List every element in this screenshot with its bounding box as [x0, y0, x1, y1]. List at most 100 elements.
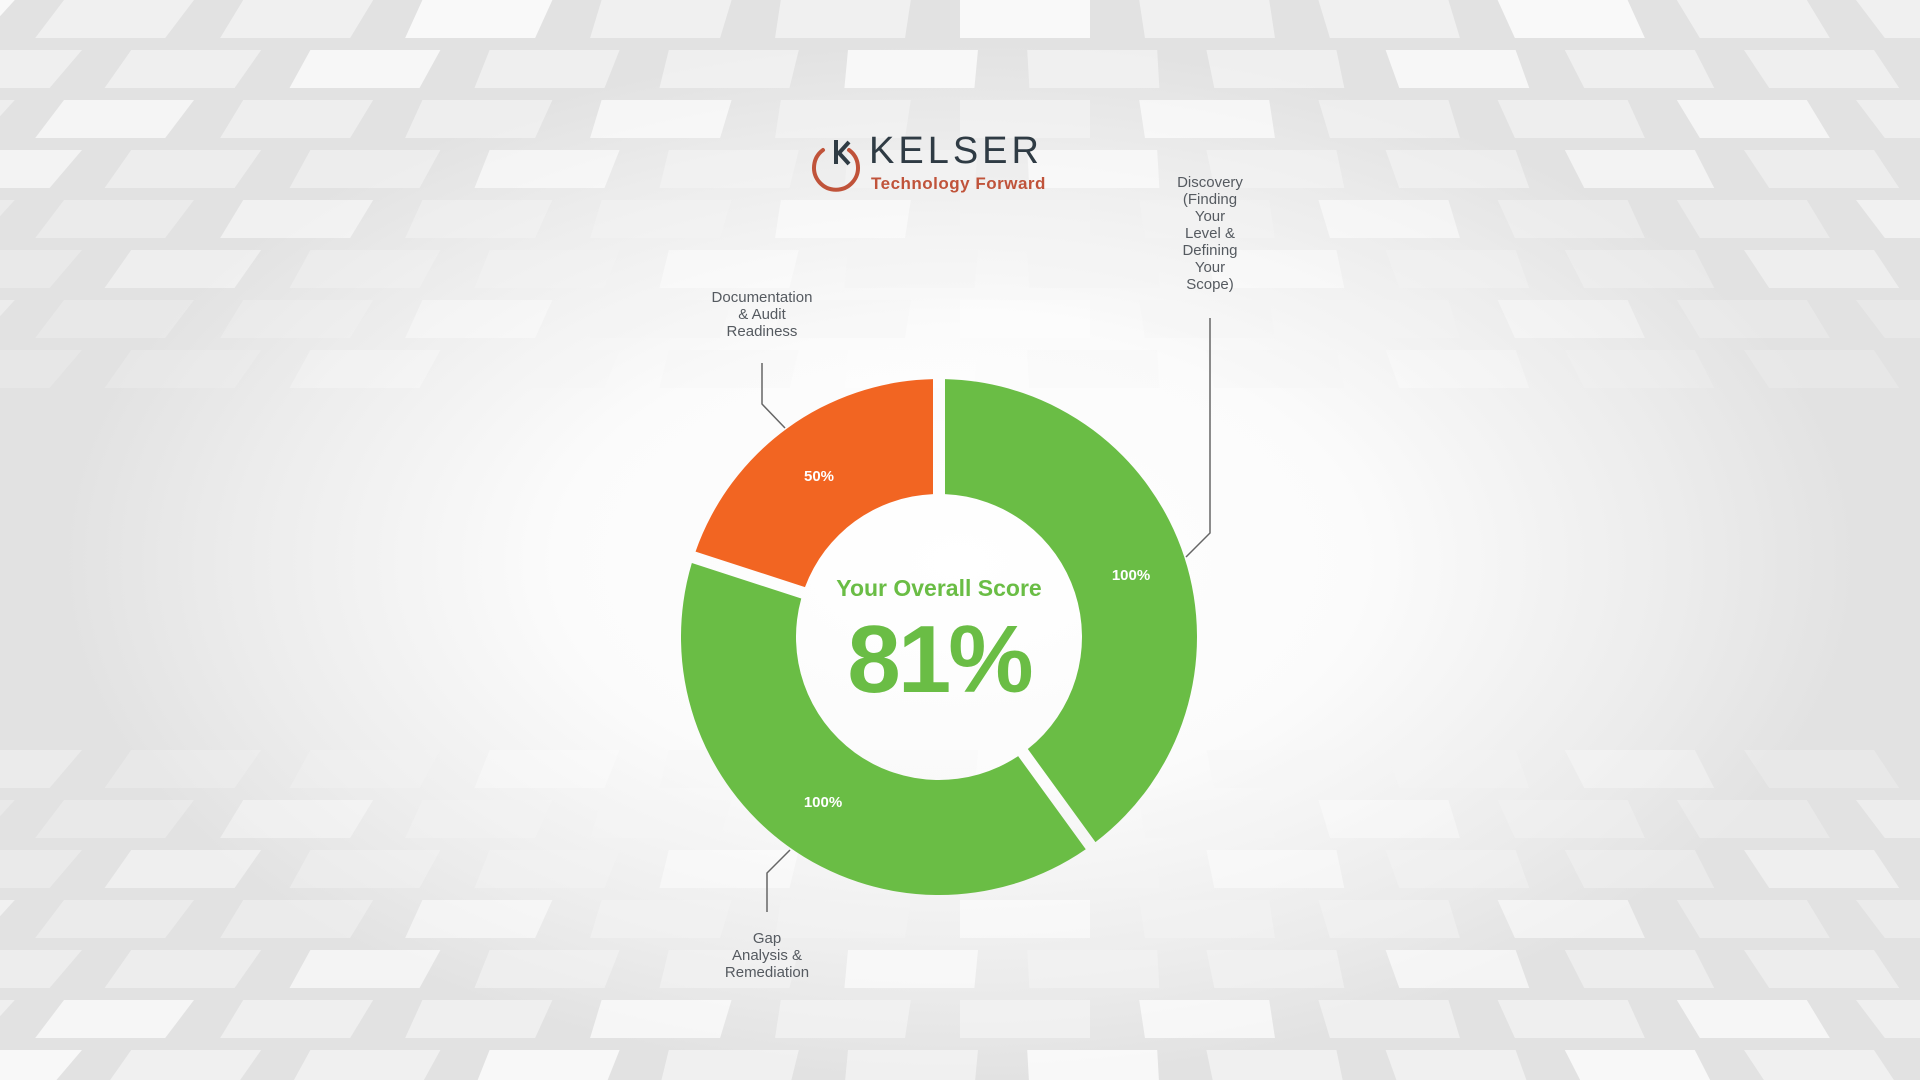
background-tile [844, 950, 978, 988]
background-tile [590, 1000, 732, 1038]
background-tile [1385, 850, 1530, 888]
background-tile [1497, 900, 1645, 938]
background-tile [1564, 250, 1715, 288]
background-tile [1206, 250, 1345, 288]
background-tile [405, 0, 553, 38]
background-tile [474, 150, 620, 188]
background-tile [1676, 1000, 1830, 1038]
background-tile [844, 150, 978, 188]
background-tile [1564, 350, 1715, 388]
background-tile [659, 950, 799, 988]
background-tile [659, 850, 799, 888]
background-tile [1139, 300, 1275, 338]
background-tile [1744, 850, 1900, 888]
background-tile [1139, 100, 1275, 138]
background-tile [220, 1000, 374, 1038]
background-tile [1139, 200, 1275, 238]
background-tile [289, 350, 441, 388]
background-tile [590, 100, 732, 138]
background-tile [775, 0, 911, 38]
background-tile [1385, 350, 1530, 388]
background-tile [0, 300, 15, 317]
slice-label-documentation: Documentation & Audit Readiness [711, 289, 813, 340]
brand-name: KELSER [869, 130, 1043, 172]
background-tile [289, 250, 441, 288]
background-tile [104, 250, 262, 288]
slice-value-discovery: 100% [1112, 567, 1150, 584]
background-tile [1676, 200, 1830, 238]
background-tile [1744, 1050, 1894, 1080]
background-tile [1027, 350, 1160, 388]
background-tile [1385, 250, 1530, 288]
background-tile [289, 850, 441, 888]
kelser-logo: KELSER Technology Forward [805, 130, 1085, 200]
background-tile [220, 800, 374, 838]
background-tile [405, 800, 553, 838]
background-tile [0, 900, 15, 917]
background-tile [289, 750, 441, 788]
background-tile [0, 150, 82, 188]
background-tile [0, 1050, 82, 1080]
background-tile [104, 50, 262, 88]
background-tile [1027, 150, 1160, 188]
leader-line-gap [766, 849, 791, 912]
background-tile [0, 850, 82, 888]
background-tile [405, 900, 553, 938]
background-tile [1206, 50, 1345, 88]
background-tile [104, 750, 262, 788]
background-tile [289, 950, 441, 988]
background-tile [775, 1000, 911, 1038]
background-tile [1676, 100, 1830, 138]
background-tile [289, 50, 441, 88]
background-tile [1497, 800, 1645, 838]
background-tile [590, 900, 732, 938]
background-tile [477, 1050, 620, 1080]
background-tile [844, 350, 978, 388]
background-tile [1564, 150, 1715, 188]
background-tile [35, 1000, 195, 1038]
background-tile [775, 200, 911, 238]
background-tile [960, 200, 1090, 238]
background-tile [960, 0, 1090, 38]
background-tile [1564, 850, 1715, 888]
leader-line-discovery [1185, 318, 1211, 558]
background-tile [1744, 50, 1900, 88]
background-tile [405, 200, 553, 238]
background-tile [1318, 200, 1460, 238]
background-tile [1497, 200, 1645, 238]
background-tile [104, 150, 262, 188]
background-tile [590, 200, 732, 238]
background-tile [220, 200, 374, 238]
background-tile [220, 300, 374, 338]
background-tile [659, 50, 799, 88]
slice-label-discovery: Discovery (Finding Your Level & Defining… [1177, 174, 1243, 293]
background-tile [405, 1000, 553, 1038]
background-tile [775, 100, 911, 138]
slice-documentation [695, 379, 934, 588]
background-tile [104, 950, 262, 988]
background-tile [1206, 850, 1345, 888]
background-tile [474, 850, 620, 888]
background-tile [220, 100, 374, 138]
center-title: Your Overall Score [836, 575, 1042, 601]
background-tile [1139, 900, 1275, 938]
background-tile [1318, 300, 1460, 338]
background-tile [1318, 900, 1460, 938]
background-tile [0, 200, 15, 217]
background-tile [405, 100, 553, 138]
background-tile [1027, 50, 1160, 88]
background-tile [0, 950, 82, 988]
background-tile [1564, 1050, 1711, 1080]
background-tile [1027, 250, 1160, 288]
leader-line-documentation [761, 363, 786, 429]
background-tile [1564, 950, 1715, 988]
background-tile [474, 350, 620, 388]
background-tile [1497, 300, 1645, 338]
brand-tagline: Technology Forward [871, 174, 1046, 193]
background-tile [1856, 0, 1920, 38]
background-tile [1744, 250, 1900, 288]
slice-discovery [944, 379, 1197, 843]
background-tile [474, 250, 620, 288]
background-tile [659, 350, 799, 388]
